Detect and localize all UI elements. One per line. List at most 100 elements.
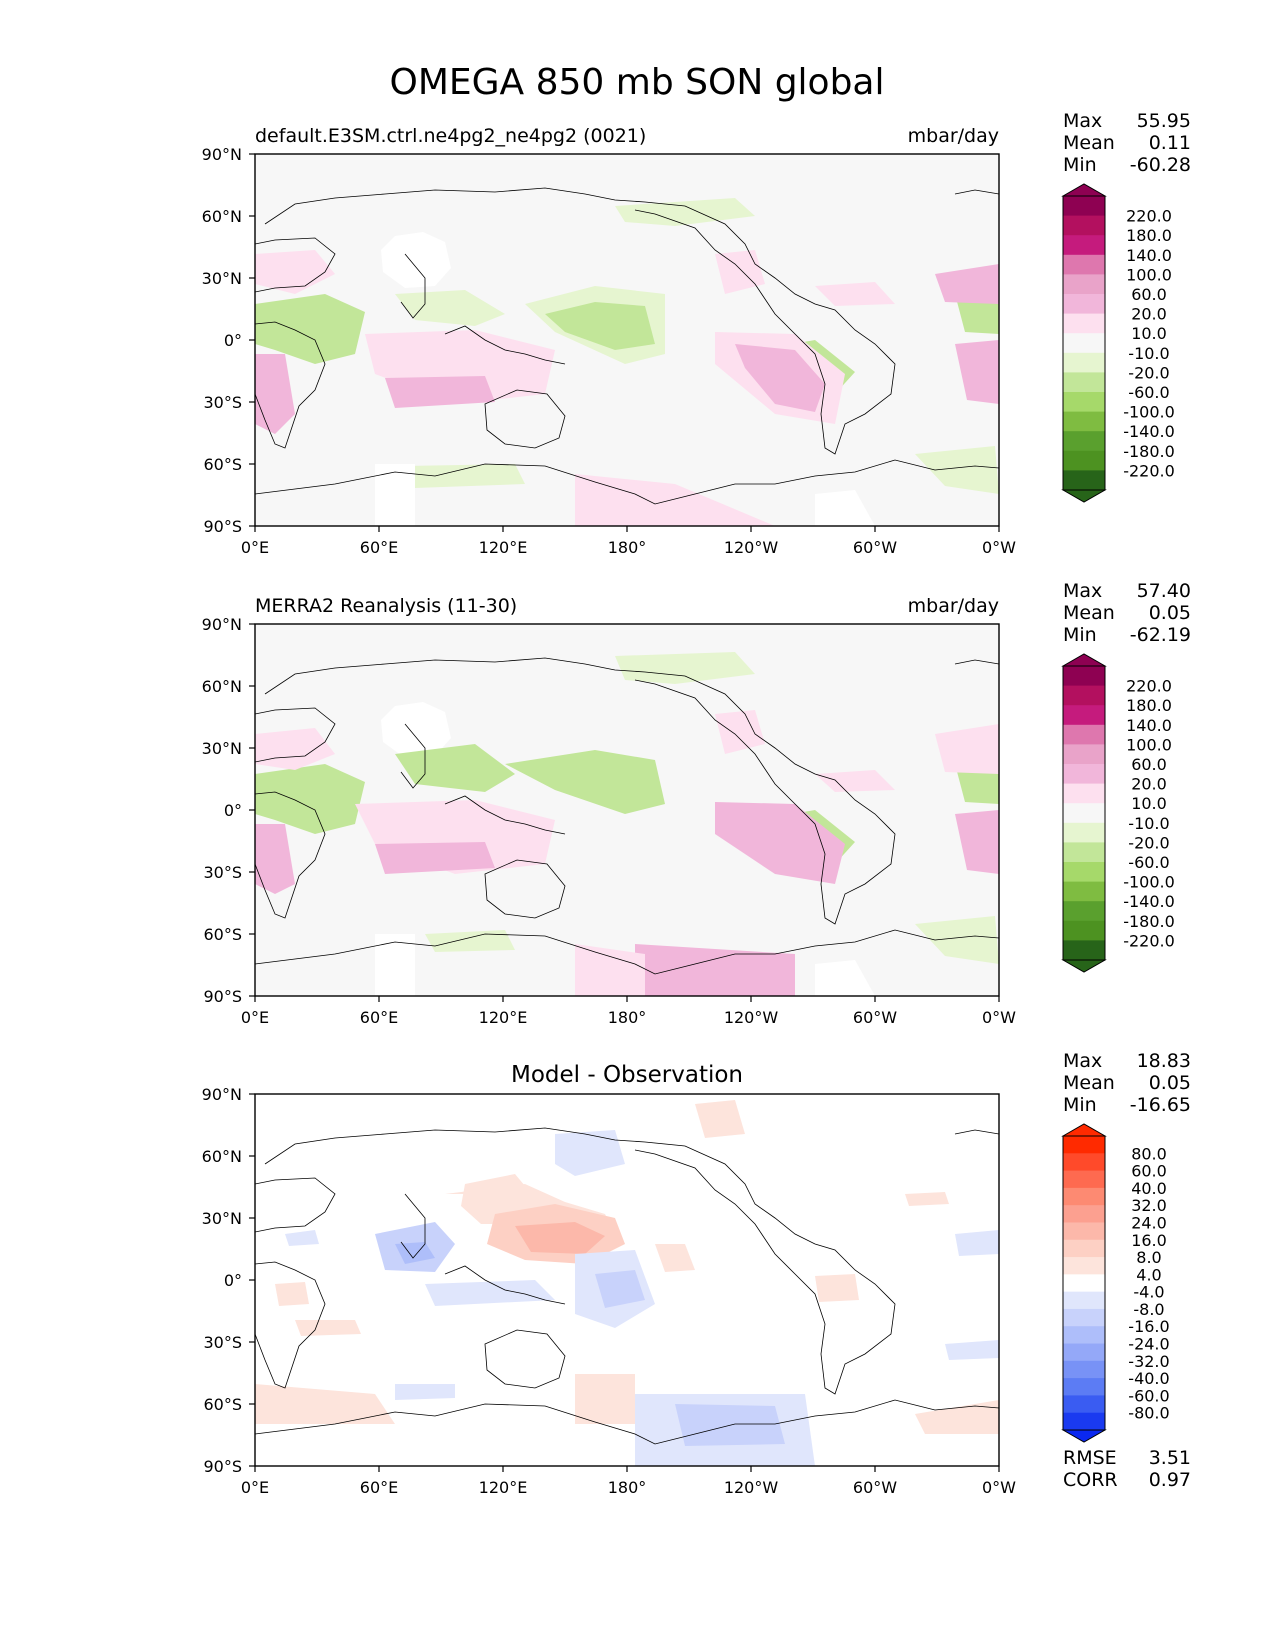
colorbar-label: -140.0 xyxy=(1123,892,1175,911)
lon-tick-label: 0°W xyxy=(982,1008,1016,1027)
colorbar-swatch xyxy=(1063,842,1105,863)
colorbar-swatch xyxy=(1063,783,1105,804)
colorbar-label: -100.0 xyxy=(1123,403,1175,422)
colorbar-extend-bottom xyxy=(1061,959,1107,973)
lon-tick-label: 120°W xyxy=(724,1008,779,1027)
colorbar-swatch xyxy=(1063,1257,1105,1275)
lon-tick-label: 0°E xyxy=(241,538,269,557)
lat-tick-label: 90°N xyxy=(202,615,242,634)
colorbar-swatch xyxy=(1063,1239,1105,1258)
stat-label: Min xyxy=(1063,624,1097,646)
colorbar-swatch xyxy=(1063,920,1105,941)
lon-tick-label: 120°W xyxy=(724,1478,779,1497)
colorbar-swatch xyxy=(1063,372,1105,393)
colorbar-frame xyxy=(1062,1135,1106,1431)
colorbar: 220.0180.0140.0100.060.020.010.0-10.0-20… xyxy=(1061,653,1175,973)
stat-value: 0.05 xyxy=(1149,1072,1191,1094)
stat-value: 57.40 xyxy=(1137,580,1191,602)
colorbar-frame xyxy=(1062,665,1106,961)
colorbar-swatch xyxy=(1063,1308,1105,1327)
figure-title: OMEGA 850 mb SON global xyxy=(390,62,885,103)
colorbar-swatch xyxy=(1063,196,1105,217)
colorbar-label: 16.0 xyxy=(1131,1231,1167,1250)
colorbar: 80.060.040.032.024.016.08.04.0-4.0-8.0-1… xyxy=(1061,1123,1170,1443)
lon-tick-label: 0°E xyxy=(241,1478,269,1497)
stat-label: Mean xyxy=(1063,1072,1115,1094)
colorbar-swatch xyxy=(1063,1360,1105,1379)
colorbar-label: 100.0 xyxy=(1126,735,1172,754)
colorbar-swatch xyxy=(1063,352,1105,373)
field-blobs xyxy=(255,1100,999,1466)
colorbar-swatch xyxy=(1063,822,1105,843)
colorbar-swatch xyxy=(1063,1378,1105,1397)
lon-tick-label: 120°W xyxy=(724,538,779,557)
lon-tick-label: 120°E xyxy=(479,538,528,557)
stat-label: Mean xyxy=(1063,602,1115,624)
panel-observation: 90°N 60°N 30°N 0° 30°S 60°S 90°S 0°E 60°E 120°E 18… xyxy=(202,580,1191,1027)
lat-tick-label: 30°S xyxy=(203,393,242,412)
colorbar-swatch xyxy=(1063,940,1105,961)
colorbar-label: 10.0 xyxy=(1131,324,1167,343)
panel-model: 90°N 60°N 30°N 0° 30°S 60°S 90°S 0°E 60°E 120°E 18… xyxy=(202,110,1191,557)
stat-label: Mean xyxy=(1063,132,1115,154)
colorbar-label: 32.0 xyxy=(1131,1196,1167,1215)
colorbar-label: 10.0 xyxy=(1131,794,1167,813)
lat-tick-label: 90°S xyxy=(203,987,242,1006)
lon-tick-label: 180° xyxy=(608,538,647,557)
colorbar-swatch xyxy=(1063,881,1105,902)
colorbar-label: 80.0 xyxy=(1131,1144,1167,1163)
colorbar-label: -8.0 xyxy=(1133,1300,1164,1319)
stat-value: 18.83 xyxy=(1137,1050,1191,1072)
lat-tick-label: 90°N xyxy=(202,145,242,164)
coastlines xyxy=(255,657,999,975)
lat-tick-label: 30°N xyxy=(202,269,242,288)
colorbar-swatch xyxy=(1063,724,1105,745)
colorbar-label: -40.0 xyxy=(1128,1369,1169,1388)
colorbar-swatch xyxy=(1063,1291,1105,1310)
lon-tick-label: 60°W xyxy=(853,1008,897,1027)
colorbar-extend-top xyxy=(1061,653,1107,667)
lat-tick-label: 60°S xyxy=(203,455,242,474)
colorbar-swatch xyxy=(1063,1412,1105,1431)
colorbar-swatch xyxy=(1063,294,1105,315)
lat-tick-label: 30°S xyxy=(203,1333,242,1352)
colorbar-swatch xyxy=(1063,411,1105,432)
colorbar: 220.0180.0140.0100.060.020.010.0-10.0-20… xyxy=(1061,183,1175,503)
field-blobs xyxy=(255,198,999,526)
lon-tick-label: 60°W xyxy=(853,1478,897,1497)
colorbar-swatch xyxy=(1063,1222,1105,1241)
colorbar-swatch xyxy=(1063,235,1105,256)
lat-tick-label: 0° xyxy=(224,1271,242,1290)
colorbar-swatch xyxy=(1063,313,1105,334)
colorbar-swatch xyxy=(1063,901,1105,922)
colorbar-swatch xyxy=(1063,666,1105,687)
panel-difference: 90°N 60°N 30°N 0° 30°S 60°S 90°S 0°E 60°E 120°E 18… xyxy=(202,1050,1191,1497)
stat-value: 55.95 xyxy=(1137,110,1191,132)
colorbar-label: -220.0 xyxy=(1123,461,1175,480)
colorbar-label: -4.0 xyxy=(1133,1283,1164,1302)
colorbar-extend-top xyxy=(1061,1123,1107,1137)
lon-tick-label: 60°E xyxy=(360,1008,398,1027)
lon-tick-label: 120°E xyxy=(479,1478,528,1497)
extra-stat-value: 0.97 xyxy=(1149,1469,1191,1491)
colorbar-label: 20.0 xyxy=(1131,775,1167,794)
stat-label: Max xyxy=(1063,1050,1102,1072)
colorbar-swatch xyxy=(1063,685,1105,706)
colorbar-label: -10.0 xyxy=(1128,344,1169,363)
lat-tick-label: 60°S xyxy=(203,1395,242,1414)
colorbar-swatch xyxy=(1063,274,1105,295)
lon-tick-label: 180° xyxy=(608,1478,647,1497)
colorbar-swatch xyxy=(1063,392,1105,413)
colorbar-label: 60.0 xyxy=(1131,285,1167,304)
panel-title-left: MERRA2 Reanalysis (11-30) xyxy=(255,595,517,617)
colorbar-swatch xyxy=(1063,764,1105,785)
colorbar-extend-bottom xyxy=(1061,489,1107,503)
lat-tick-label: 90°N xyxy=(202,1085,242,1104)
stat-label: Max xyxy=(1063,580,1102,602)
colorbar-swatch xyxy=(1063,1153,1105,1172)
colorbar-swatch xyxy=(1063,470,1105,491)
lat-tick-label: 30°N xyxy=(202,1209,242,1228)
stat-value: -62.19 xyxy=(1130,624,1191,646)
colorbar-swatch xyxy=(1063,1187,1105,1206)
stat-value: -60.28 xyxy=(1130,154,1191,176)
